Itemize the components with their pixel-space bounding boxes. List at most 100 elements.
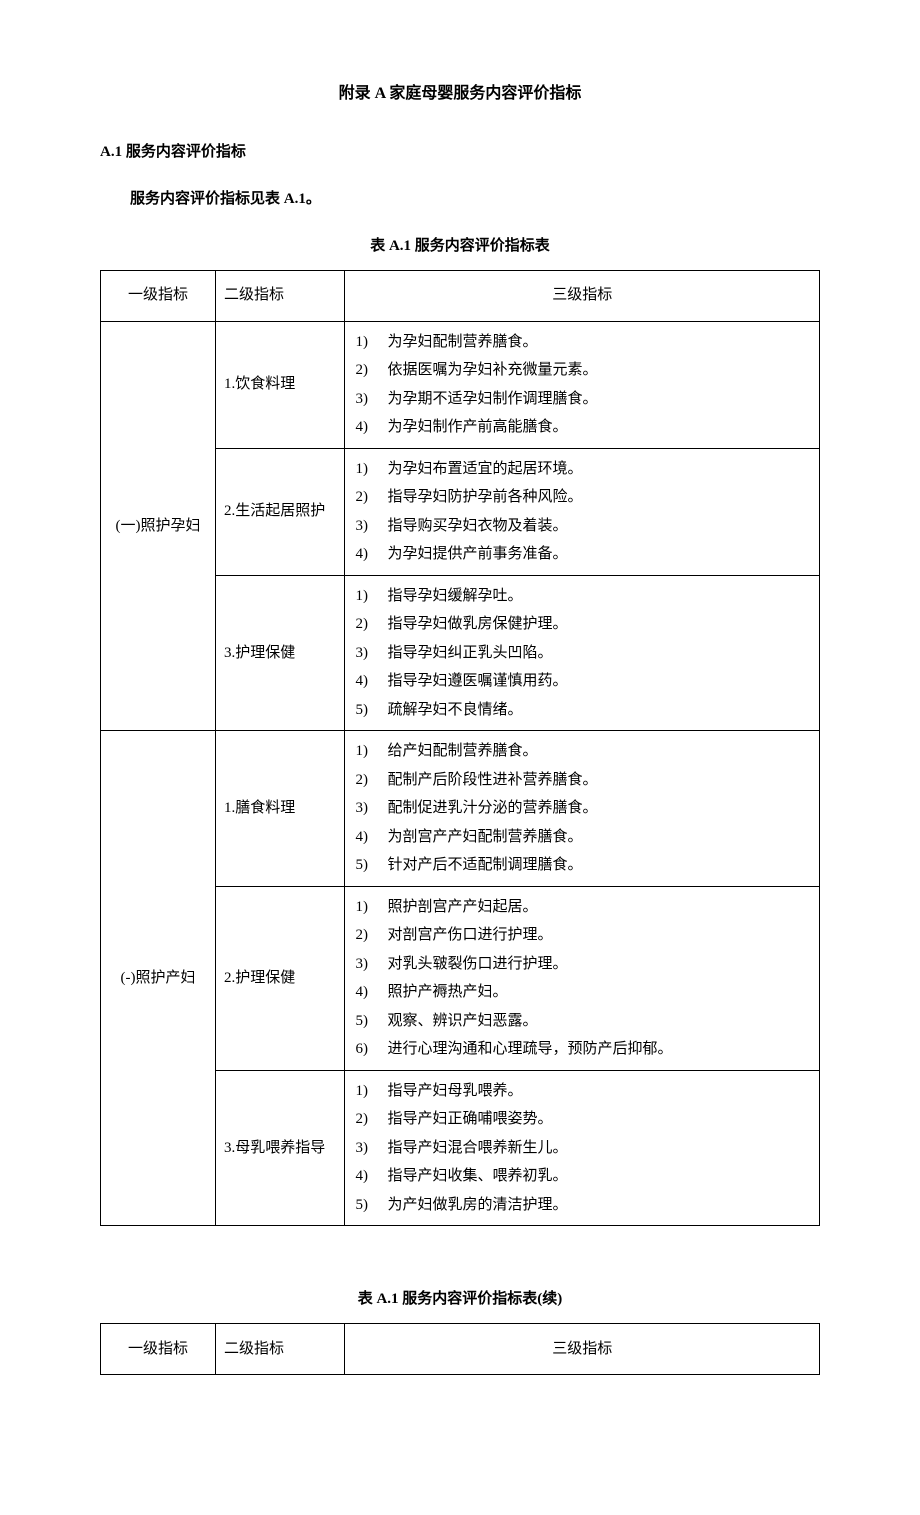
l3-item: 5)针对产后不适配制调理膳食。	[355, 851, 809, 880]
l3-item-text: 为孕妇布置适宜的起居环境。	[387, 455, 809, 484]
l3-item-text: 针对产后不适配制调理膳食。	[387, 851, 809, 880]
l3-item: 3)指导孕妇纠正乳头凹陷。	[355, 639, 809, 668]
table-header-row: 一级指标 二级指标 三级指标	[101, 270, 820, 321]
l3-item-text: 指导产妇收集、喂养初乳。	[387, 1162, 809, 1191]
indicator-table-1: 一级指标 二级指标 三级指标 (一)照护孕妇1.饮食料理1)为孕妇配制营养膳食。…	[100, 270, 820, 1227]
l3-item-number: 2)	[355, 766, 387, 795]
table-caption-1: 表 A.1 服务内容评价指标表	[100, 233, 820, 260]
l3-item-text: 对剖宫产伤口进行护理。	[387, 921, 809, 950]
appendix-title: 附录 A 家庭母婴服务内容评价指标	[100, 80, 820, 109]
l3-item: 5)为产妇做乳房的清洁护理。	[355, 1191, 809, 1220]
l2-cell: 2.护理保健	[216, 886, 345, 1070]
l3-item: 1)为孕妇配制营养膳食。	[355, 328, 809, 357]
l3-item-number: 1)	[355, 737, 387, 766]
l3-item: 3)为孕期不适孕妇制作调理膳食。	[355, 385, 809, 414]
l3-item-number: 4)	[355, 540, 387, 569]
l3-item-text: 指导产妇正确哺喂姿势。	[387, 1105, 809, 1134]
l3-item-text: 进行心理沟通和心理疏导，预防产后抑郁。	[387, 1035, 809, 1064]
l2-cell: 1.饮食料理	[216, 321, 345, 448]
l3-item-text: 照护剖宫产产妇起居。	[387, 893, 809, 922]
l3-item-number: 5)	[355, 1007, 387, 1036]
l3-item-text: 依据医嘱为孕妇补充微量元素。	[387, 356, 809, 385]
indicator-table-2: 一级指标 二级指标 三级指标	[100, 1323, 820, 1375]
l3-item-number: 2)	[355, 610, 387, 639]
l3-item-number: 5)	[355, 696, 387, 725]
l3-item: 4)为孕妇提供产前事务准备。	[355, 540, 809, 569]
l3-cell: 1)照护剖宫产产妇起居。2)对剖宫产伤口进行护理。3)对乳头皲裂伤口进行护理。4…	[345, 886, 820, 1070]
l3-item-number: 3)	[355, 512, 387, 541]
l3-item-number: 4)	[355, 823, 387, 852]
l3-item-text: 配制促进乳汁分泌的营养膳食。	[387, 794, 809, 823]
l3-item-text: 配制产后阶段性进补营养膳食。	[387, 766, 809, 795]
l3-item-text: 疏解孕妇不良情绪。	[387, 696, 809, 725]
table-caption-2: 表 A.1 服务内容评价指标表(续)	[100, 1286, 820, 1313]
l3-item: 3)指导产妇混合喂养新生儿。	[355, 1134, 809, 1163]
l3-item-text: 为孕妇提供产前事务准备。	[387, 540, 809, 569]
l3-item-number: 4)	[355, 1162, 387, 1191]
l3-item-text: 指导孕妇纠正乳头凹陷。	[387, 639, 809, 668]
l3-item: 2)指导产妇正确哺喂姿势。	[355, 1105, 809, 1134]
l3-item-number: 1)	[355, 582, 387, 611]
l3-cell: 1)给产妇配制营养膳食。2)配制产后阶段性进补营养膳食。3)配制促进乳汁分泌的营…	[345, 731, 820, 887]
l3-item-text: 指导产妇混合喂养新生儿。	[387, 1134, 809, 1163]
l3-item-number: 1)	[355, 1077, 387, 1106]
header-l2: 二级指标	[216, 270, 345, 321]
l3-item-number: 6)	[355, 1035, 387, 1064]
l3-item: 1)给产妇配制营养膳食。	[355, 737, 809, 766]
l3-item-text: 为产妇做乳房的清洁护理。	[387, 1191, 809, 1220]
l3-item-text: 照护产褥热产妇。	[387, 978, 809, 1007]
l3-item: 2)指导孕妇防护孕前各种风险。	[355, 483, 809, 512]
l1-cell: (一)照护孕妇	[101, 321, 216, 731]
header-l1: 一级指标	[101, 270, 216, 321]
header-l3: 三级指标	[345, 270, 820, 321]
l3-item-text: 指导产妇母乳喂养。	[387, 1077, 809, 1106]
l3-item-text: 为孕妇配制营养膳食。	[387, 328, 809, 357]
l3-item-text: 为孕妇制作产前高能膳食。	[387, 413, 809, 442]
l3-item-text: 指导孕妇防护孕前各种风险。	[387, 483, 809, 512]
l3-item-text: 观察、辨识产妇恶露。	[387, 1007, 809, 1036]
l3-item: 4)指导孕妇遵医嘱谨慎用药。	[355, 667, 809, 696]
l3-item: 4)为孕妇制作产前高能膳食。	[355, 413, 809, 442]
l3-item: 5)观察、辨识产妇恶露。	[355, 1007, 809, 1036]
l3-item: 3)对乳头皲裂伤口进行护理。	[355, 950, 809, 979]
l3-item: 5)疏解孕妇不良情绪。	[355, 696, 809, 725]
l3-item-number: 3)	[355, 639, 387, 668]
section-heading: A.1 服务内容评价指标	[100, 139, 820, 166]
l3-cell: 1)为孕妇布置适宜的起居环境。2)指导孕妇防护孕前各种风险。3)指导购买孕妇衣物…	[345, 448, 820, 575]
l3-item: 1)照护剖宫产产妇起居。	[355, 893, 809, 922]
l3-item-number: 3)	[355, 950, 387, 979]
l3-item: 2)依据医嘱为孕妇补充微量元素。	[355, 356, 809, 385]
l3-item-text: 给产妇配制营养膳食。	[387, 737, 809, 766]
l3-item-number: 5)	[355, 851, 387, 880]
l3-item: 1)为孕妇布置适宜的起居环境。	[355, 455, 809, 484]
l3-item: 2)对剖宫产伤口进行护理。	[355, 921, 809, 950]
table-header-row: 一级指标 二级指标 三级指标	[101, 1324, 820, 1375]
l3-item-number: 3)	[355, 1134, 387, 1163]
l3-item-number: 2)	[355, 921, 387, 950]
l3-item-number: 1)	[355, 893, 387, 922]
l3-item-text: 对乳头皲裂伤口进行护理。	[387, 950, 809, 979]
l3-item-number: 4)	[355, 413, 387, 442]
l3-item-number: 1)	[355, 455, 387, 484]
l3-item-number: 2)	[355, 1105, 387, 1134]
l3-item-number: 2)	[355, 483, 387, 512]
l3-item: 3)配制促进乳汁分泌的营养膳食。	[355, 794, 809, 823]
l2-cell: 2.生活起居照护	[216, 448, 345, 575]
l3-item: 3)指导购买孕妇衣物及着装。	[355, 512, 809, 541]
l3-item-text: 指导孕妇遵医嘱谨慎用药。	[387, 667, 809, 696]
l3-item-number: 3)	[355, 385, 387, 414]
l2-cell: 1.膳食料理	[216, 731, 345, 887]
header-l3: 三级指标	[345, 1324, 820, 1375]
l3-item-text: 指导孕妇做乳房保健护理。	[387, 610, 809, 639]
l3-item-text: 为孕期不适孕妇制作调理膳食。	[387, 385, 809, 414]
l3-item-number: 5)	[355, 1191, 387, 1220]
l3-item: 2)指导孕妇做乳房保健护理。	[355, 610, 809, 639]
l3-item: 4)为剖宫产产妇配制营养膳食。	[355, 823, 809, 852]
l3-item: 2)配制产后阶段性进补营养膳食。	[355, 766, 809, 795]
l3-item-text: 指导购买孕妇衣物及着装。	[387, 512, 809, 541]
l3-item-number: 4)	[355, 667, 387, 696]
l3-item-number: 3)	[355, 794, 387, 823]
l3-item: 1)指导产妇母乳喂养。	[355, 1077, 809, 1106]
l3-item: 6)进行心理沟通和心理疏导，预防产后抑郁。	[355, 1035, 809, 1064]
l1-cell: (-)照护产妇	[101, 731, 216, 1226]
